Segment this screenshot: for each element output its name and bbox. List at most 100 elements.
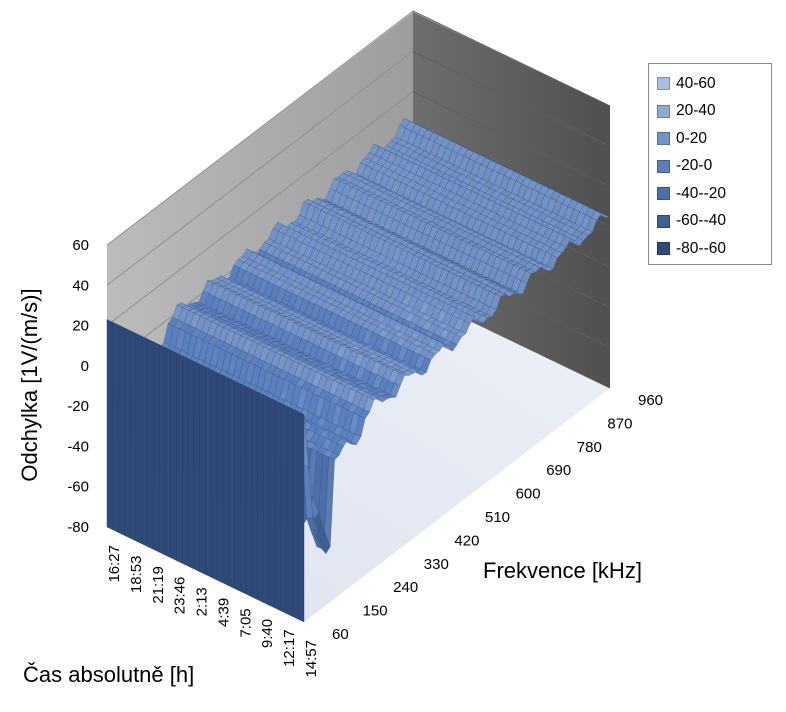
legend-label: -80--60 [676,239,726,257]
frequency-tick-label: 60 [332,626,349,643]
surface-front-side [222,375,229,586]
time-tick-label: 14:57 [303,640,320,678]
surface-front-side [182,355,189,567]
legend-label: 40-60 [676,74,716,92]
legend-swatch [657,132,670,146]
legend-item: 20-40 [657,98,771,126]
frequency-tick-label: 870 [607,415,632,432]
surface-front-side [263,394,270,606]
frequency-tick-label: 780 [577,439,602,456]
legend-item: 0-20 [657,125,771,153]
frequency-tick-label: 420 [454,532,479,549]
surface-front-side [228,377,235,589]
z-tick-label: -20 [67,398,89,415]
z-tick-label: -80 [67,519,89,536]
surface-plot [106,118,611,623]
time-tick-label: 4:39 [215,598,232,627]
surface-front-side [112,322,119,533]
surface-front-side [176,352,183,564]
surface-front-side [170,349,177,561]
gridline [412,50,611,147]
surface-front-side [124,327,131,539]
surface-front-side [292,408,299,620]
surface-front-side [135,333,142,545]
legend-label: -40--20 [676,184,726,202]
surface-front-side [286,405,293,617]
frequency-tick-label: 150 [363,603,388,620]
legend-swatch [657,159,670,173]
gridline [106,10,414,246]
z-tick-label: -60 [67,479,89,496]
surface-front-side [118,324,125,536]
z-axis-title: Odchylka [1V/(m/s)] [17,288,42,481]
time-tick-label: 2:13 [194,587,211,616]
surface-front-side [274,400,282,612]
gridline [412,10,611,107]
time-tick-label: 12:17 [281,629,298,667]
surface-front-side [269,397,276,609]
legend-item: -60--40 [657,208,771,236]
time-tick-label: 16:27 [106,545,123,583]
surface-front-side [240,383,247,595]
legend-label: -60--40 [676,212,726,230]
time-axis-ticks: 16:27 18:53 21:19 23:46 2:13 4:39 7:05 9:40 12:1… [106,545,320,678]
surface-front-side [234,380,241,592]
gridline [412,91,611,188]
surface-front-side [199,363,206,575]
surface-front-side [251,389,258,600]
time-tick-label: 7:05 [237,608,254,637]
frequency-tick-label: 330 [424,556,449,573]
surface-front-side [193,361,200,573]
z-tick-label: 0 [81,358,89,375]
legend-label: 0-20 [676,129,708,147]
frequency-tick-label: 960 [638,392,663,409]
gridline [106,91,414,326]
frequency-axis-ticks: 60 150 240 330 420 510 600 690 780 870 960 [332,392,663,643]
z-tick-label: -40 [67,438,89,455]
legend-item: 40-60 [657,70,771,98]
frequency-tick-label: 510 [485,509,510,526]
legend-item: -40--20 [657,180,771,208]
time-tick-label: 21:19 [150,566,167,604]
time-tick-label: 23:46 [172,577,189,615]
legend-label: -20-0 [676,157,713,175]
legend-swatch [657,242,670,256]
legend-label: 20-40 [676,102,716,120]
z-tick-label: 60 [72,237,89,254]
surface-front-side [298,411,305,623]
surface-front-side [129,330,137,542]
z-axis-ticks: 60 40 20 0 -20 -40 -60 -80 [67,237,89,536]
legend-item: -20-0 [657,153,771,181]
legend-swatch [657,77,670,91]
frequency-tick-label: 240 [393,579,418,596]
z-tick-label: 20 [72,318,89,335]
surface-front-side [147,338,154,550]
frequency-tick-label: 600 [516,486,541,503]
gridline [106,50,414,286]
frequency-axis-title: Frekvence [kHz] [483,558,642,583]
time-tick-label: 18:53 [128,556,145,594]
surface-front-side [141,335,148,547]
surface-front-side [257,391,264,603]
time-axis-title: Čas absolutně [h] [23,662,194,687]
time-tick-label: 9:40 [259,619,276,648]
surface-front-side [205,366,212,578]
surface-front-side [216,372,224,584]
frequency-tick-label: 690 [546,462,571,479]
z-tick-label: 40 [72,277,89,294]
surface-front-side [153,341,160,553]
legend-item: -80--60 [657,235,771,263]
surface-front-side [106,319,113,531]
surface-front-side [158,344,166,556]
surface-front-side [164,347,171,559]
legend-swatch [657,187,670,201]
legend: 40-60 20-40 0-20 -20-0 -40--20 -60--40 -80--60 [648,63,772,265]
surface-front-side [187,358,195,570]
legend-swatch [657,104,670,118]
surface-front-side [245,386,253,598]
legend-swatch [657,214,670,228]
surface-front-side [280,403,287,614]
surface-front-side [211,369,218,581]
